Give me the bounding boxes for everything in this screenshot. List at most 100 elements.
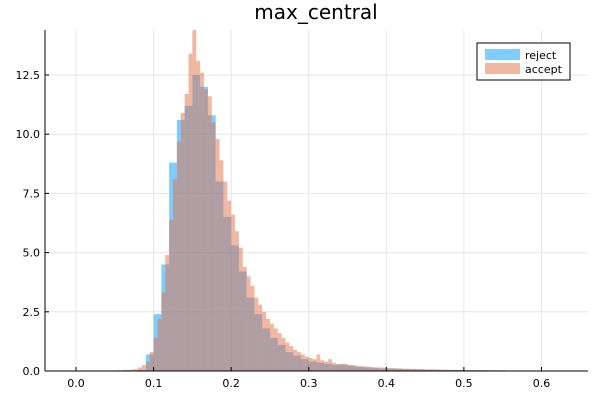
bar-accept bbox=[378, 367, 383, 371]
bar-accept bbox=[456, 369, 461, 371]
bar-accept bbox=[254, 297, 259, 371]
bar-accept bbox=[390, 368, 395, 371]
bar-accept bbox=[219, 160, 224, 371]
bar-accept bbox=[339, 363, 344, 371]
x-tick-label: 0.4 bbox=[378, 377, 396, 390]
bar-accept bbox=[269, 323, 274, 371]
bar-accept bbox=[281, 337, 286, 371]
bar-accept bbox=[440, 369, 445, 371]
bar-accept bbox=[386, 367, 391, 371]
legend-label-accept: accept bbox=[525, 63, 563, 76]
legend-swatch-reject bbox=[485, 49, 520, 60]
bar-accept bbox=[405, 368, 410, 371]
bar-accept bbox=[452, 369, 457, 371]
bar-accept bbox=[382, 367, 387, 371]
x-tick-label: 0.6 bbox=[533, 377, 551, 390]
x-tick-label: 0.0 bbox=[67, 377, 85, 390]
bar-accept bbox=[324, 361, 329, 371]
bar-accept bbox=[200, 72, 205, 371]
bar-accept bbox=[231, 214, 236, 371]
bar-accept bbox=[316, 354, 321, 371]
bar-accept bbox=[417, 369, 422, 371]
bar-accept bbox=[320, 360, 325, 371]
bar-accept bbox=[409, 368, 414, 371]
x-tick-label: 0.3 bbox=[300, 377, 318, 390]
bar-accept bbox=[184, 93, 189, 371]
bar-accept bbox=[359, 366, 364, 371]
bar-accept bbox=[145, 361, 150, 371]
bar-accept bbox=[122, 369, 127, 371]
bar-accept bbox=[421, 369, 426, 371]
bar-accept bbox=[235, 231, 239, 371]
bar-accept bbox=[394, 368, 398, 371]
bar-accept bbox=[300, 354, 305, 371]
bar-accept bbox=[312, 359, 317, 371]
bar-accept bbox=[192, 30, 197, 371]
bar-accept bbox=[138, 367, 142, 371]
bar-accept bbox=[277, 333, 282, 371]
bar-accept bbox=[448, 369, 453, 371]
legend: reject accept bbox=[476, 42, 571, 81]
y-tick-label: 5.0 bbox=[23, 247, 41, 260]
bar-accept bbox=[196, 60, 201, 371]
bar-accept bbox=[169, 219, 173, 371]
bar-accept bbox=[157, 318, 162, 371]
bar-accept bbox=[273, 328, 278, 371]
y-tick-label: 0.0 bbox=[23, 365, 41, 378]
bar-accept bbox=[425, 369, 429, 371]
bar-accept bbox=[176, 141, 181, 371]
bar-accept bbox=[215, 138, 220, 371]
bar-accept bbox=[397, 368, 402, 371]
bar-accept bbox=[258, 304, 263, 371]
bar-accept bbox=[363, 366, 367, 371]
axes bbox=[44, 30, 588, 372]
bar-accept bbox=[460, 369, 464, 371]
y-tick-label: 12.5 bbox=[16, 69, 41, 82]
bar-accept bbox=[432, 369, 437, 371]
bar-accept bbox=[246, 276, 251, 371]
y-tick-label: 10.0 bbox=[16, 128, 41, 141]
bar-accept bbox=[297, 352, 301, 371]
bar-accept bbox=[126, 369, 131, 371]
legend-label-reject: reject bbox=[525, 49, 557, 62]
histogram-bars bbox=[107, 30, 573, 372]
bar-accept bbox=[149, 352, 154, 371]
bar-accept bbox=[374, 367, 379, 371]
bar-accept bbox=[238, 247, 243, 371]
bar-accept bbox=[134, 369, 139, 371]
bar-accept bbox=[328, 359, 333, 371]
bar-accept bbox=[211, 122, 216, 372]
bar-accept bbox=[180, 112, 185, 371]
series-accept bbox=[107, 30, 573, 372]
bar-accept bbox=[266, 318, 270, 371]
bar-accept bbox=[188, 53, 193, 372]
bar-accept bbox=[242, 266, 247, 371]
bar-accept bbox=[207, 96, 212, 372]
bar-accept bbox=[444, 369, 449, 371]
bar-accept bbox=[347, 364, 352, 371]
bar-accept bbox=[223, 181, 228, 371]
bar-accept bbox=[262, 311, 267, 371]
bar-accept bbox=[153, 337, 158, 371]
bar-accept bbox=[141, 365, 146, 371]
bar-accept bbox=[413, 368, 418, 371]
legend-swatch-accept bbox=[485, 63, 520, 74]
bar-accept bbox=[289, 346, 294, 371]
y-tick-label: 2.5 bbox=[23, 306, 41, 319]
x-tick-label: 0.2 bbox=[222, 377, 240, 390]
bar-accept bbox=[172, 179, 177, 371]
bar-accept bbox=[293, 349, 298, 371]
bar-accept bbox=[204, 89, 208, 371]
bar-accept bbox=[370, 366, 375, 371]
bar-accept bbox=[335, 363, 340, 371]
bar-accept bbox=[428, 369, 433, 371]
bar-accept bbox=[304, 356, 309, 371]
bar-accept bbox=[227, 200, 232, 371]
bar-accept bbox=[401, 368, 406, 371]
bar-accept bbox=[332, 362, 336, 371]
chart-title: max_central bbox=[254, 0, 377, 24]
y-tick-label: 7.5 bbox=[23, 187, 41, 200]
bar-accept bbox=[343, 364, 348, 371]
bar-accept bbox=[308, 357, 313, 371]
